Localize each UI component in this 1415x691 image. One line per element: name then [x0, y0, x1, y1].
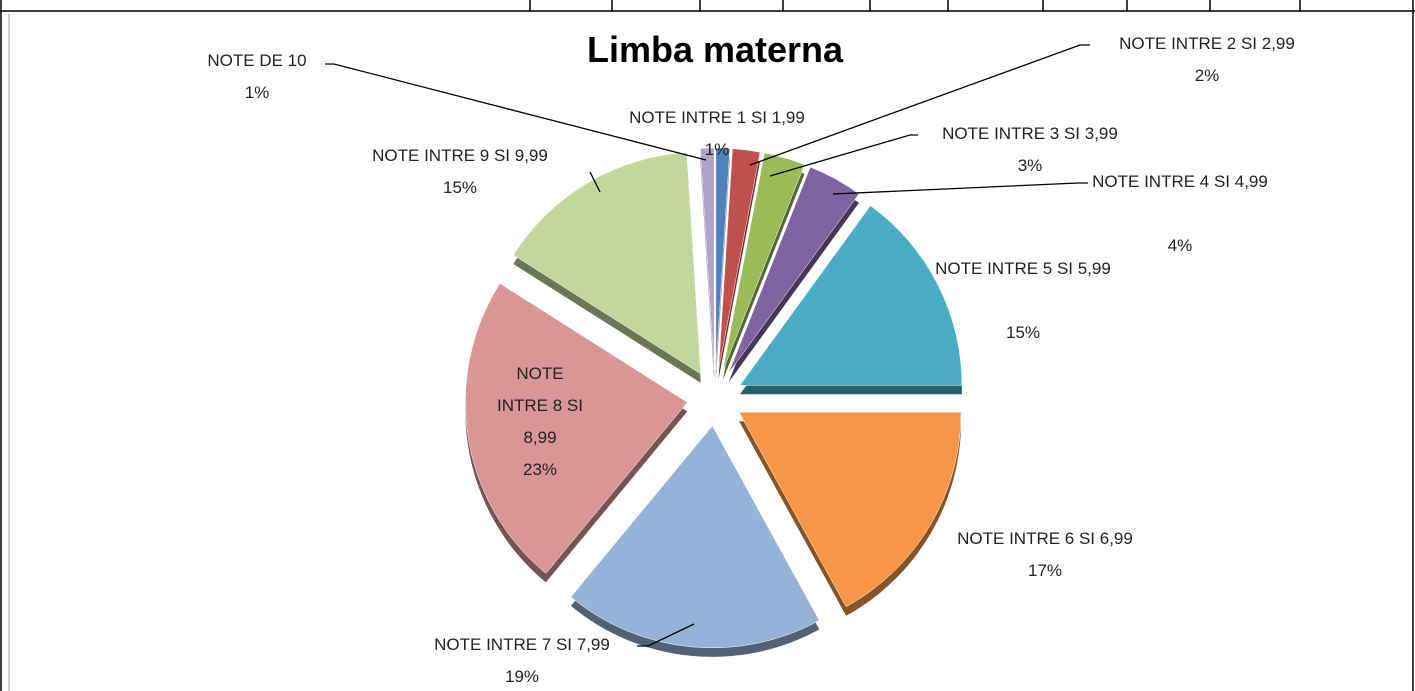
slice: [715, 147, 731, 371]
value-label: 1%: [704, 140, 730, 159]
value-label: 3%: [1017, 156, 1043, 175]
slice: [465, 283, 688, 574]
slice-label: NOTE INTRE 9 SI 9,99: [372, 146, 548, 165]
value-label: 15%: [442, 178, 478, 197]
slice-label: NOTE DE 10: [207, 51, 307, 70]
leader-line: [749, 44, 1090, 166]
slice: [728, 166, 860, 374]
slice-label: NOTE INTRE 3 SI 3,99: [942, 124, 1118, 143]
value-label: 4%: [1167, 236, 1193, 255]
value-label: 1%: [244, 83, 270, 102]
slice-label: NOTE INTRE 4 SI 4,99: [1092, 172, 1268, 191]
leader-line: [769, 134, 918, 177]
slice-label: NOTE INTRE 1 SI 1,99: [629, 108, 805, 127]
slice: [738, 412, 962, 608]
slice-label: NOTE INTRE 7 SI 7,99: [434, 635, 610, 654]
slice-side: [718, 157, 761, 380]
slice: [722, 152, 805, 372]
slice-label: NOTE INTRE 2 SI 2,99: [1119, 34, 1295, 53]
value-label: 2%: [1194, 66, 1220, 85]
slice: [512, 152, 702, 375]
leader-line: [832, 182, 1088, 195]
slice-label: NOTE INTRE 5 SI 5,99: [935, 259, 1111, 278]
chart-title: Limba materna: [587, 29, 844, 70]
leader-line: [589, 171, 601, 193]
value-label: 19%: [504, 667, 540, 686]
slice: [718, 148, 761, 371]
slice: [739, 205, 963, 386]
leader-line: [637, 623, 695, 647]
slice: [570, 425, 820, 649]
value-label: 17%: [1027, 561, 1063, 580]
leader-line: [325, 63, 707, 161]
value-label: 15%: [1005, 323, 1041, 342]
slice-label: NOTE INTRE 8 SI 8,99: [497, 364, 583, 447]
slice: [699, 147, 715, 371]
slice-label: NOTE INTRE 6 SI 6,99: [957, 529, 1133, 548]
value-label: 23%: [522, 460, 558, 479]
